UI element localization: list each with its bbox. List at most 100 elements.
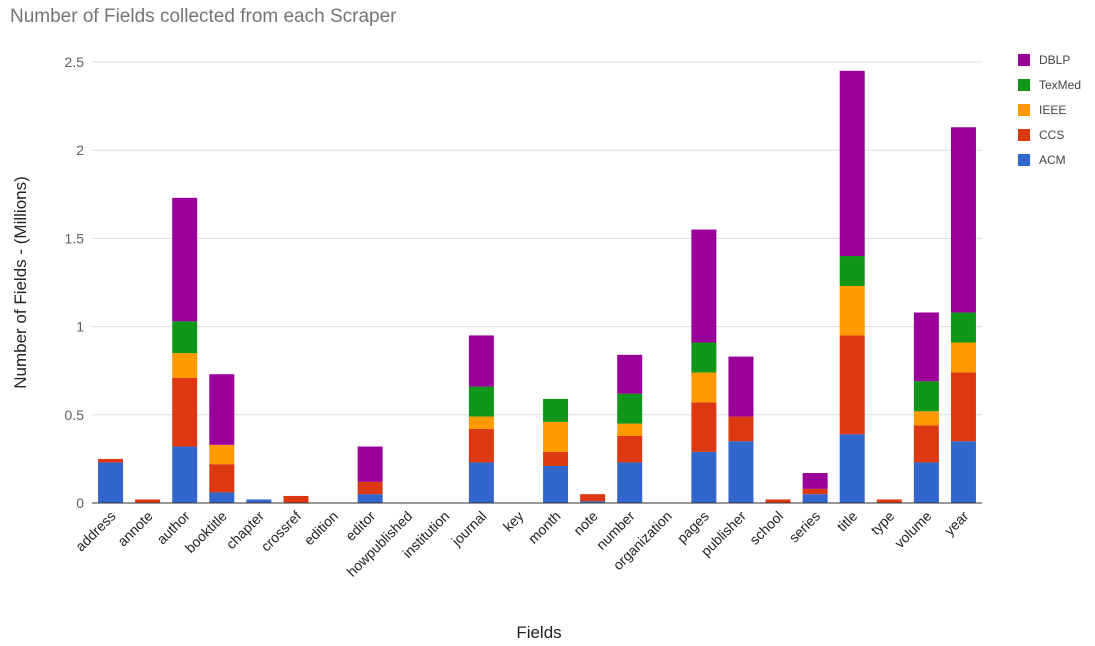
x-tick-label: month [525, 508, 564, 547]
bar-segment-ieee-volume[interactable] [913, 411, 939, 426]
bar-segment-dblp-author[interactable] [172, 197, 198, 322]
bar-segment-acm-chapter[interactable] [246, 499, 272, 503]
legend-label-texmed: TexMed [1039, 78, 1081, 92]
bar-segment-ccs-address[interactable] [98, 458, 124, 463]
bar-segment-acm-editor[interactable] [357, 494, 383, 503]
y-axis-label: Number of Fields - (Millions) [11, 176, 30, 389]
bar-segment-ccs-pages[interactable] [691, 402, 717, 452]
bar-segment-texmed-year[interactable] [950, 312, 976, 343]
legend-label-acm: ACM [1039, 153, 1066, 167]
bar-segment-ccs-school[interactable] [765, 499, 791, 503]
y-tick-label: 0.5 [65, 407, 85, 423]
bar-segment-ccs-editor[interactable] [357, 481, 383, 495]
bar-segment-ccs-series[interactable] [802, 488, 828, 495]
x-tick-label: key [500, 508, 527, 535]
chart-title: Number of Fields collected from each Scr… [10, 6, 397, 27]
bar-segment-acm-publisher[interactable] [728, 441, 754, 503]
bars [98, 70, 976, 503]
x-tick-label: series [786, 508, 824, 546]
x-tick-label: crossref [258, 508, 305, 555]
bar-segment-acm-pages[interactable] [691, 451, 717, 503]
bar-segment-acm-number[interactable] [617, 462, 643, 503]
gridlines [92, 61, 982, 416]
bar-segment-acm-year[interactable] [950, 441, 976, 503]
bar-segment-texmed-title[interactable] [839, 256, 865, 287]
bar-segment-ccs-month[interactable] [543, 451, 569, 466]
legend-swatch-ieee [1018, 104, 1030, 116]
x-tick-label: volume [891, 508, 934, 551]
bar-segment-ccs-number[interactable] [617, 435, 643, 463]
legend-swatch-texmed [1018, 79, 1030, 91]
bar-segment-ccs-note[interactable] [580, 494, 606, 502]
bar-segment-ieee-pages[interactable] [691, 372, 717, 403]
bar-segment-acm-title[interactable] [839, 434, 865, 503]
x-axis-ticks: addressannoteauthorbooktitlechaptercross… [72, 508, 972, 580]
bar-segment-acm-month[interactable] [543, 465, 569, 503]
bar-segment-dblp-publisher[interactable] [728, 356, 754, 417]
y-tick-label: 1 [76, 319, 84, 335]
bar-segment-ieee-year[interactable] [950, 342, 976, 373]
bar-segment-dblp-booktitle[interactable] [209, 374, 235, 445]
bar-segment-ccs-title[interactable] [839, 335, 865, 435]
bar-segment-texmed-number[interactable] [617, 393, 643, 424]
legend-swatch-ccs [1018, 129, 1030, 141]
bar-segment-ccs-author[interactable] [172, 377, 198, 447]
bar-segment-ieee-journal[interactable] [468, 416, 494, 429]
bar-segment-dblp-volume[interactable] [913, 312, 939, 382]
bar-segment-ccs-publisher[interactable] [728, 416, 754, 442]
legend-label-ieee: IEEE [1039, 103, 1066, 117]
bar-segment-texmed-pages[interactable] [691, 342, 717, 373]
bar-segment-texmed-journal[interactable] [468, 386, 494, 417]
bar-segment-acm-booktitle[interactable] [209, 492, 235, 503]
bar-segment-acm-note[interactable] [580, 501, 606, 503]
bar-segment-dblp-number[interactable] [617, 354, 643, 394]
bar-segment-acm-journal[interactable] [468, 462, 494, 503]
x-tick-label: note [570, 508, 601, 539]
bar-segment-ccs-crossref[interactable] [283, 495, 309, 503]
y-tick-label: 0 [76, 495, 84, 511]
x-tick-label: year [941, 508, 972, 539]
bar-segment-ieee-booktitle[interactable] [209, 444, 235, 465]
x-tick-label: journal [448, 508, 490, 550]
bar-segment-texmed-month[interactable] [543, 398, 569, 422]
x-tick-label: address [72, 508, 119, 555]
legend-label-dblp: DBLP [1039, 53, 1070, 67]
legend-label-ccs: CCS [1039, 128, 1064, 142]
y-tick-label: 1.5 [65, 230, 85, 246]
bar-segment-ccs-type[interactable] [876, 499, 902, 503]
bar-segment-ccs-annote[interactable] [135, 499, 161, 503]
bar-segment-texmed-author[interactable] [172, 321, 198, 354]
y-tick-label: 2 [76, 142, 84, 158]
bar-segment-ccs-journal[interactable] [468, 428, 494, 463]
bar-segment-dblp-editor[interactable] [357, 446, 383, 482]
bar-segment-ieee-author[interactable] [172, 353, 198, 378]
bar-segment-ccs-volume[interactable] [913, 425, 939, 463]
bar-segment-dblp-title[interactable] [839, 70, 865, 257]
bar-segment-ieee-month[interactable] [543, 421, 569, 452]
legend-swatch-dblp [1018, 54, 1030, 66]
bar-segment-ccs-booktitle[interactable] [209, 464, 235, 493]
bar-segment-acm-address[interactable] [98, 462, 124, 503]
x-tick-label: booktitle [182, 508, 230, 556]
bar-segment-dblp-series[interactable] [802, 473, 828, 489]
bar-segment-acm-author[interactable] [172, 446, 198, 503]
x-tick-label: title [834, 508, 861, 535]
x-tick-label: annote [114, 508, 156, 550]
bar-segment-ccs-year[interactable] [950, 372, 976, 442]
bar-segment-texmed-volume[interactable] [913, 381, 939, 412]
bar-segment-dblp-pages[interactable] [691, 229, 717, 343]
bar-segment-ieee-number[interactable] [617, 423, 643, 436]
bar-segment-ieee-title[interactable] [839, 286, 865, 336]
bar-segment-acm-series[interactable] [802, 494, 828, 503]
x-tick-label: type [867, 508, 897, 538]
x-tick-label: edition [301, 508, 341, 548]
legend: DBLP TexMed IEEE CCS ACM [1018, 53, 1081, 167]
bar-segment-acm-volume[interactable] [913, 462, 939, 503]
legend-swatch-acm [1018, 154, 1030, 166]
y-axis-ticks: 0 0.5 1 1.5 2 2.5 [65, 54, 85, 511]
bar-segment-dblp-journal[interactable] [468, 335, 494, 387]
y-tick-label: 2.5 [65, 54, 85, 70]
x-axis-label: Fields [516, 623, 561, 642]
bar-segment-dblp-year[interactable] [950, 127, 976, 313]
